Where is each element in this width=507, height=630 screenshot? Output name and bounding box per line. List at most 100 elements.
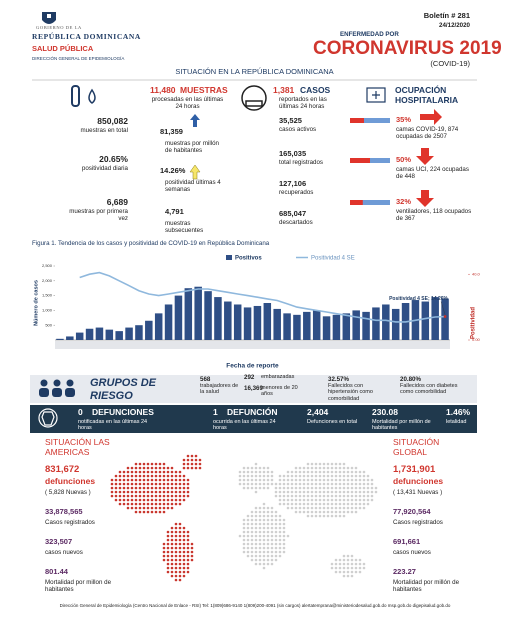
map-dot <box>178 566 182 570</box>
map-dot <box>122 490 126 494</box>
map-dot <box>182 546 186 550</box>
map-dot <box>246 518 250 522</box>
map-dot <box>162 542 166 546</box>
map-dot <box>262 534 266 538</box>
map-dot <box>298 470 302 474</box>
map-dot <box>170 470 174 474</box>
map-dot <box>274 538 278 542</box>
map-dot <box>150 474 154 478</box>
bar <box>184 288 193 340</box>
map-dot <box>162 546 166 550</box>
map-dot <box>246 466 250 470</box>
map-dot <box>142 494 146 498</box>
map-dot <box>358 494 362 498</box>
map-dot <box>250 530 254 534</box>
map-dot <box>266 542 270 546</box>
new-cases-label: casos nuevos <box>45 549 83 556</box>
map-dot <box>270 538 274 542</box>
map-dot <box>334 482 338 486</box>
bar <box>332 314 341 340</box>
map-dot <box>354 566 358 570</box>
map-dot <box>330 502 334 506</box>
map-dot <box>338 506 342 510</box>
map-dot <box>118 502 122 506</box>
map-dot <box>310 494 314 498</box>
map-dot <box>278 474 282 478</box>
map-dot <box>138 490 142 494</box>
map-dot <box>298 510 302 514</box>
new-cases: 691,661 <box>393 537 421 546</box>
map-dot <box>294 506 298 510</box>
map-dot <box>246 474 250 478</box>
map-dot <box>326 474 330 478</box>
map-dot <box>278 554 282 558</box>
map-dot <box>262 550 266 554</box>
bar <box>243 307 252 340</box>
map-dot <box>170 466 174 470</box>
map-dot <box>290 494 294 498</box>
gov-line2: REPÚBLICA DOMINICANA <box>32 32 141 41</box>
map-dot <box>334 478 338 482</box>
map-dot <box>262 474 266 478</box>
map-dot <box>302 490 306 494</box>
map-dot <box>178 530 182 534</box>
map-dot <box>150 470 154 474</box>
map-dot <box>342 558 346 562</box>
y-axis-title: Número de casos <box>33 280 39 326</box>
map-dot <box>258 542 262 546</box>
map-dot <box>366 498 370 502</box>
map-dot <box>174 570 178 574</box>
map-dot <box>246 534 250 538</box>
map-dot <box>186 458 190 462</box>
map-dot <box>238 478 242 482</box>
label: descartados <box>279 219 313 226</box>
map-dot <box>278 538 282 542</box>
map-dot <box>150 494 154 498</box>
map-dot <box>198 462 202 466</box>
map-dot <box>170 562 174 566</box>
map-dot <box>254 542 258 546</box>
map-dot <box>166 562 170 566</box>
map-dot <box>186 478 190 482</box>
map-dot <box>254 554 258 558</box>
map-dot <box>330 510 334 514</box>
bar <box>441 298 449 340</box>
map-dot <box>278 522 282 526</box>
map-dot <box>190 558 194 562</box>
gov-line1: GOBIERNO DE LA <box>36 25 82 30</box>
bar <box>342 313 351 340</box>
map-dot <box>326 514 330 518</box>
annotation: Positividad 4 SE; 14.26% <box>389 296 448 302</box>
map-dot <box>146 506 150 510</box>
map-dot <box>258 554 262 558</box>
map-dot <box>318 466 322 470</box>
chart: 500 1,000 1,500 2,000 2,500 0.00% 40.00% Positi… <box>33 255 480 370</box>
map-dot <box>162 462 166 466</box>
map-dot <box>174 578 178 582</box>
map-dot <box>150 510 154 514</box>
map-dot <box>342 514 346 518</box>
map-dot <box>370 490 374 494</box>
map-dot <box>258 522 262 526</box>
map-dot <box>118 486 122 490</box>
map-dot <box>182 566 186 570</box>
map-dot <box>138 494 142 498</box>
map-dot <box>330 506 334 510</box>
map-dot <box>350 554 354 558</box>
map-dot <box>322 466 326 470</box>
map-dot <box>118 490 122 494</box>
map-dot <box>122 502 126 506</box>
map-dot <box>322 510 326 514</box>
map-dot <box>174 522 178 526</box>
map-dot <box>270 526 274 530</box>
map-dot <box>250 518 254 522</box>
bar <box>391 308 400 340</box>
map-dot <box>250 538 254 542</box>
map-dot <box>286 506 290 510</box>
map-dot <box>178 558 182 562</box>
map-dot <box>358 482 362 486</box>
map-dot <box>346 478 350 482</box>
map-dot <box>170 546 174 550</box>
map-dot <box>266 526 270 530</box>
bar <box>263 303 272 340</box>
